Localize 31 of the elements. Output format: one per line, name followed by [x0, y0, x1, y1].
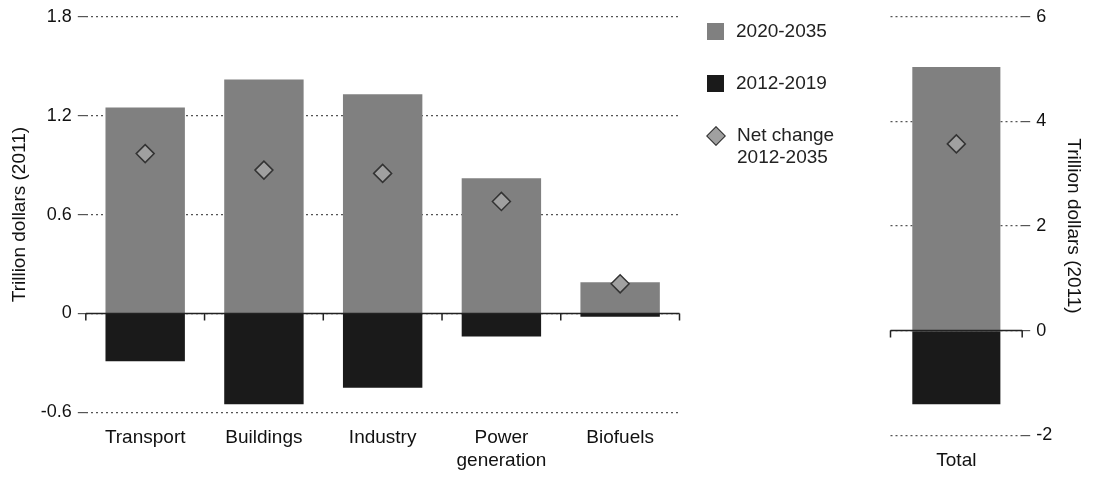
- y2-tick-label: 0: [1036, 319, 1047, 340]
- y-tick-label: 1.8: [46, 5, 72, 26]
- point: [135, 143, 155, 164]
- point: [491, 191, 512, 212]
- bar: [224, 79, 304, 313]
- y-axis-title: Trillion dollars (2011): [7, 126, 29, 303]
- y-tick-label: -0.6: [40, 401, 72, 422]
- bar: [580, 282, 660, 313]
- legend-label: 2020-2035: [736, 20, 827, 42]
- x-tick-label: Buildings: [225, 426, 303, 448]
- x-tick-label: Power generation: [456, 426, 547, 470]
- x-tick-label: Transport: [104, 426, 187, 448]
- legend-label: 2012-2019: [736, 72, 827, 94]
- y2-tick-label: -2: [1036, 424, 1053, 445]
- point: [254, 160, 274, 180]
- y2-tick-label: 4: [1036, 110, 1047, 131]
- bar: [105, 107, 185, 313]
- y-tick-label: 1.2: [46, 104, 72, 125]
- bar: [461, 178, 542, 313]
- x-tick-label: Industry: [348, 426, 417, 448]
- y2-tick-label: 2: [1036, 214, 1047, 235]
- y-tick-label: 0.6: [46, 203, 72, 224]
- point: [372, 163, 393, 184]
- legend-label: Net change 2012-2035: [737, 124, 836, 168]
- point: [610, 274, 630, 294]
- x-tick-label: Biofuels: [586, 426, 654, 448]
- y-tick-label: 0: [61, 302, 72, 323]
- y2-tick-label: 6: [1036, 5, 1047, 26]
- y2-axis-title: Trillion dollars (2011): [1064, 138, 1086, 314]
- bar: [342, 94, 423, 313]
- x-tick-label: Total: [936, 448, 977, 470]
